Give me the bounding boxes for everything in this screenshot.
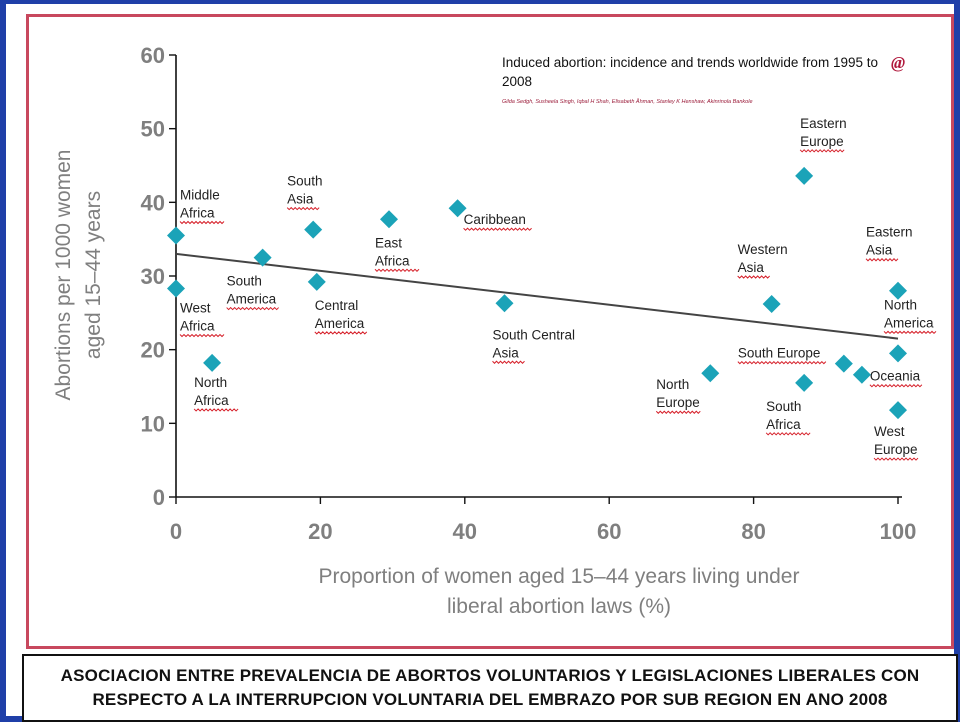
data-point-marker bbox=[889, 344, 907, 363]
label-underline bbox=[286, 206, 320, 211]
data-point-label: South Europe bbox=[738, 346, 821, 361]
data-point-marker bbox=[495, 294, 514, 313]
y-tick-label: 50 bbox=[141, 117, 165, 142]
caption-box: ASOCIACION ENTRE PREVALENCIA DE ABORTOS … bbox=[22, 654, 958, 722]
data-point-label: Caribbean bbox=[464, 212, 526, 227]
data-point-label: West Europe bbox=[874, 424, 918, 457]
data-point-marker bbox=[834, 354, 853, 373]
data-point-marker bbox=[852, 365, 871, 384]
data-point-label: South Central Asia bbox=[493, 327, 576, 360]
label-underline bbox=[883, 330, 937, 335]
data-point-label: West Africa bbox=[180, 301, 215, 334]
data-point-marker bbox=[889, 401, 907, 420]
x-tick-label: 100 bbox=[880, 519, 917, 544]
x-tick-label: 0 bbox=[170, 519, 182, 544]
data-point-marker bbox=[795, 373, 814, 392]
label-underline bbox=[655, 410, 701, 414]
paper-title: Induced abortion: incidence and trends w… bbox=[502, 55, 878, 89]
data-point-label: East Africa bbox=[375, 235, 410, 268]
y-tick-label: 30 bbox=[141, 264, 165, 289]
x-tick-label: 20 bbox=[308, 519, 332, 544]
x-tick-label: 40 bbox=[453, 519, 477, 544]
data-point-marker bbox=[379, 210, 398, 229]
data-point-label: North Africa bbox=[194, 375, 229, 408]
y-tick-label: 60 bbox=[141, 43, 165, 68]
x-tick-label: 80 bbox=[741, 519, 765, 544]
data-point-label: South America bbox=[227, 274, 277, 307]
paper-authors: Gilda Sedgh, Susheela Singh, Iqbal H Sha… bbox=[502, 99, 753, 105]
label-underline bbox=[374, 268, 420, 272]
y-tick-label: 40 bbox=[141, 190, 165, 215]
data-point-label: South Asia bbox=[287, 174, 322, 207]
label-underline bbox=[193, 408, 239, 412]
data-point-marker bbox=[307, 272, 326, 291]
data-point-label: Eastern Asia bbox=[866, 225, 913, 258]
data-point-marker bbox=[795, 166, 814, 185]
caption-text: ASOCIACION ENTRE PREVALENCIA DE ABORTOS … bbox=[60, 666, 920, 709]
data-point-label: North Europe bbox=[656, 377, 700, 410]
label-underline bbox=[865, 258, 899, 262]
label-underline bbox=[799, 149, 845, 153]
x-tick-label: 60 bbox=[597, 519, 621, 544]
y-tick-label: 0 bbox=[153, 485, 165, 510]
data-point-label: Middle Africa bbox=[180, 187, 220, 220]
data-point-marker bbox=[304, 220, 323, 239]
y-axis-title: Abortions per 1000 women aged 15–44 years bbox=[52, 150, 105, 401]
label-underline bbox=[226, 306, 279, 311]
slide: 0 10 20 30 40 50 60 0 20 40 60 80 100 Proportion of w… bbox=[6, 4, 958, 722]
label-underline bbox=[737, 275, 771, 279]
label-underline bbox=[873, 457, 919, 461]
data-point-label: Central America bbox=[315, 298, 365, 331]
data-point-marker bbox=[701, 364, 720, 383]
data-point-marker bbox=[762, 294, 781, 313]
data-point-label: North America bbox=[884, 297, 934, 330]
journal-logo: @ bbox=[891, 53, 906, 72]
y-tick-label: 20 bbox=[141, 338, 165, 363]
y-tick-label: 10 bbox=[141, 411, 165, 436]
label-underline bbox=[492, 360, 525, 364]
data-point-marker bbox=[889, 281, 907, 300]
data-point-marker bbox=[448, 199, 467, 218]
data-point-label: Oceania bbox=[870, 369, 921, 384]
data-point-label: Western Asia bbox=[738, 242, 788, 275]
data-point-marker bbox=[203, 353, 222, 372]
label-underline bbox=[765, 432, 811, 436]
label-underline bbox=[869, 384, 923, 388]
label-underline bbox=[314, 331, 368, 335]
data-point-marker bbox=[167, 226, 185, 245]
data-point-marker bbox=[253, 248, 272, 267]
data-point-label: South Africa bbox=[766, 399, 801, 432]
label-underline bbox=[179, 333, 225, 338]
x-axis-title: Proportion of women aged 15–44 years liv… bbox=[319, 565, 800, 618]
figure-frame: 0 10 20 30 40 50 60 0 20 40 60 80 100 Proportion of w… bbox=[26, 14, 954, 649]
label-underline bbox=[179, 220, 225, 225]
data-point-label: Eastern Europe bbox=[800, 116, 847, 149]
trendline bbox=[175, 252, 899, 340]
data-point-marker bbox=[167, 279, 185, 298]
scatter-chart: 0 10 20 30 40 50 60 0 20 40 60 80 100 Proportion of w… bbox=[52, 43, 937, 618]
label-underline bbox=[737, 360, 827, 365]
label-underline bbox=[463, 227, 532, 231]
